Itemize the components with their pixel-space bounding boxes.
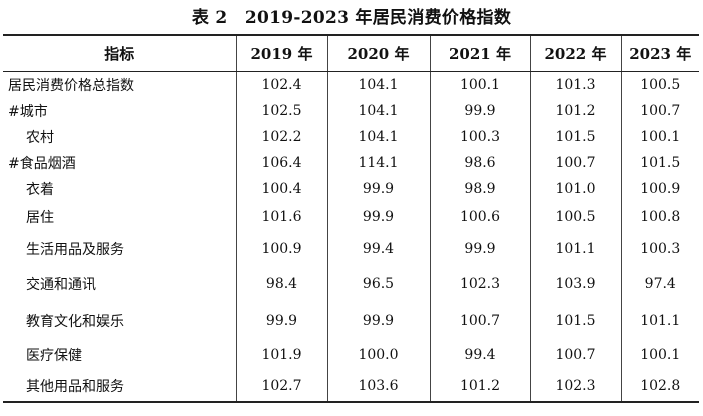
value-cell: 101.2 [529, 97, 621, 124]
row-label: 教育文化和娱乐 [26, 314, 124, 330]
value-cell: 103.6 [326, 370, 430, 402]
row-label: 衣着 [26, 181, 54, 198]
value-cell: 102.3 [429, 265, 530, 303]
row-label: 医疗保健 [26, 348, 82, 364]
value-cell: 101.5 [529, 302, 621, 340]
row-label: #城市 [8, 103, 48, 120]
value-cell: 102.7 [235, 370, 327, 402]
value-cell: 100.7 [529, 339, 621, 371]
value-cell: 104.1 [326, 123, 430, 150]
value-cell: 100.0 [326, 339, 430, 371]
value-cell: 102.5 [235, 97, 327, 124]
row-label: 居住 [26, 210, 54, 226]
row-label: 其他用品和服务 [26, 378, 124, 395]
value-cell: 98.9 [429, 175, 530, 202]
value-cell: 99.9 [326, 201, 430, 233]
table-row: 农村 102.2 104.1 100.3 101.5 100.1 [3, 123, 699, 150]
table-row: 教育文化和娱乐 99.9 99.9 100.7 101.5 101.1 [3, 302, 699, 340]
row-label: 交通和通讯 [26, 277, 96, 293]
value-cell: 99.9 [429, 97, 530, 124]
value-cell: 114.1 [326, 149, 430, 176]
value-cell: 102.2 [235, 123, 327, 150]
value-cell: 100.3 [429, 123, 530, 150]
value-cell: 99.9 [429, 232, 530, 266]
value-cell: 101.5 [620, 149, 699, 176]
column-header-2023: 2023 年 [620, 35, 699, 72]
value-cell: 98.6 [429, 149, 530, 176]
value-cell: 104.1 [326, 97, 430, 124]
row-label: 农村 [26, 129, 54, 146]
table-row: 交通和通讯 98.4 96.5 102.3 103.9 97.4 [3, 265, 699, 303]
value-cell: 100.1 [620, 123, 699, 150]
table-row: #食品烟酒 106.4 114.1 98.6 100.7 101.5 [3, 149, 699, 176]
value-cell: 101.1 [620, 302, 699, 340]
value-cell: 99.9 [235, 302, 327, 340]
value-cell: 102.8 [620, 370, 699, 402]
value-cell: 102.4 [235, 71, 327, 98]
value-cell: 100.9 [620, 175, 699, 202]
value-cell: 101.3 [529, 71, 621, 98]
column-header-2022: 2022 年 [529, 35, 621, 72]
value-cell: 98.4 [235, 265, 327, 303]
value-cell: 97.4 [620, 265, 699, 303]
value-cell: 102.3 [529, 370, 621, 402]
table-row: 衣着 100.4 99.9 98.9 101.0 100.9 [3, 175, 699, 202]
column-header-2020: 2020 年 [326, 35, 430, 72]
value-cell: 99.9 [326, 302, 430, 340]
table-row: 居民消费价格总指数 102.4 104.1 100.1 101.3 100.5 [3, 71, 699, 98]
row-label: #食品烟酒 [8, 155, 76, 172]
value-cell: 101.0 [529, 175, 621, 202]
column-header-indicator: 指标 [3, 35, 236, 72]
row-label: 生活用品及服务 [26, 242, 124, 258]
value-cell: 99.4 [429, 339, 530, 371]
table-row: 其他用品和服务 102.7 103.6 101.2 102.3 102.8 [3, 370, 699, 402]
column-header-2021: 2021 年 [429, 35, 530, 72]
value-cell: 100.7 [620, 97, 699, 124]
value-cell: 100.8 [620, 201, 699, 233]
value-cell: 100.5 [620, 71, 699, 98]
table-header-row: 指标 2019 年 2020 年 2021 年 2022 年 2023 年 [3, 35, 699, 72]
value-cell: 106.4 [235, 149, 327, 176]
value-cell: 101.6 [235, 201, 327, 233]
value-cell: 101.2 [429, 370, 530, 402]
value-cell: 100.9 [235, 232, 327, 266]
value-cell: 100.1 [429, 71, 530, 98]
value-cell: 99.9 [326, 175, 430, 202]
value-cell: 100.6 [429, 201, 530, 233]
value-cell: 100.4 [235, 175, 327, 202]
value-cell: 100.1 [620, 339, 699, 371]
value-cell: 104.1 [326, 71, 430, 98]
value-cell: 103.9 [529, 265, 621, 303]
value-cell: 100.3 [620, 232, 699, 266]
value-cell: 100.7 [529, 149, 621, 176]
value-cell: 100.7 [429, 302, 530, 340]
row-label: 居民消费价格总指数 [8, 77, 134, 94]
table-title: 表 2 2019-2023 年居民消费价格指数 [191, 8, 512, 28]
value-cell: 101.5 [529, 123, 621, 150]
value-cell: 96.5 [326, 265, 430, 303]
value-cell: 101.9 [235, 339, 327, 371]
cpi-table: 指标 2019 年 2020 年 2021 年 2022 年 2023 年 居民… [3, 34, 699, 403]
value-cell: 99.4 [326, 232, 430, 266]
table-row: 居住 101.6 99.9 100.6 100.5 100.8 [3, 201, 699, 233]
table-row: 生活用品及服务 100.9 99.4 99.9 101.1 100.3 [3, 232, 699, 266]
table-row: 医疗保健 101.9 100.0 99.4 100.7 100.1 [3, 339, 699, 371]
value-cell: 100.5 [529, 201, 621, 233]
value-cell: 101.1 [529, 232, 621, 266]
table-row: #城市 102.5 104.1 99.9 101.2 100.7 [3, 97, 699, 124]
column-header-2019: 2019 年 [235, 35, 327, 72]
